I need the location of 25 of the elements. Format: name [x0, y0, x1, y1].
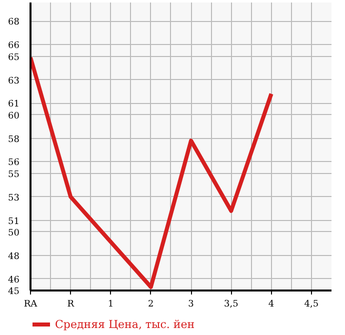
y-tick-label: 53 [8, 193, 20, 204]
y-tick-label: 68 [8, 18, 20, 28]
y-tick-label: 65 [8, 52, 20, 63]
x-tick-label: 4,5 [304, 300, 319, 310]
y-tick-label: 55 [8, 170, 20, 180]
y-tick-label: 45 [8, 287, 20, 297]
x-tick-label: 3,5 [224, 300, 239, 310]
x-tick-label: RA [24, 300, 38, 310]
x-tick-label: 3 [188, 300, 194, 310]
y-tick-label: 58 [8, 134, 20, 145]
y-tick-label: 46 [8, 275, 20, 286]
y-tick-label: 63 [8, 76, 20, 86]
x-tick-label: 4 [268, 300, 274, 310]
legend-label: Средняя Цена, тыс. йен [55, 318, 195, 330]
y-tick-label: 50 [8, 228, 20, 238]
y-tick-label: 56 [8, 158, 20, 168]
x-tick-label: 1 [108, 300, 114, 310]
y-tick-label: 48 [8, 252, 20, 262]
y-tick-label: 61 [8, 100, 20, 110]
y-tick-label: 66 [8, 41, 20, 52]
x-tick-label: 2 [148, 300, 154, 310]
y-tick-label: 60 [8, 111, 20, 122]
line-series [30, 56, 274, 289]
y-tick-label: 51 [8, 216, 20, 227]
x-tick-label: R [67, 300, 74, 310]
